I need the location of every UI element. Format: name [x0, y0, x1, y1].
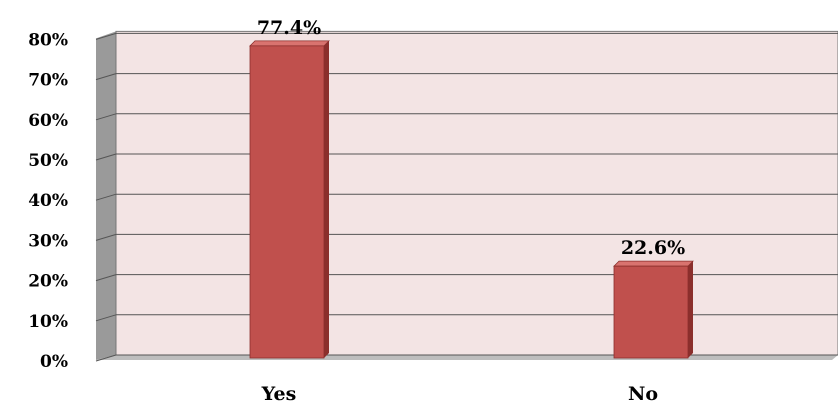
data-label: 22.6% — [621, 237, 685, 259]
gridline-side — [95, 314, 117, 322]
y-tick-label: 10% — [28, 312, 68, 332]
gridline-side — [95, 354, 117, 362]
gridline-side — [95, 153, 117, 161]
bar-no — [613, 260, 694, 359]
y-tick-label: 30% — [28, 231, 68, 251]
bar-front-face — [613, 265, 689, 359]
y-tick-label: 50% — [28, 151, 68, 171]
chart-walls — [96, 30, 838, 361]
gridline-side — [95, 274, 117, 282]
bar-side-face — [688, 261, 693, 358]
bar-top-face — [613, 260, 694, 267]
bars — [249, 40, 694, 359]
y-tick-label: 40% — [28, 191, 68, 211]
gridline-side — [95, 73, 117, 81]
y-tick-label: 80% — [28, 30, 68, 50]
y-tick-label: 70% — [28, 71, 68, 91]
y-tick-label: 60% — [28, 111, 68, 131]
x-category-label: Yes — [261, 383, 297, 405]
bar-top-face — [249, 40, 330, 47]
x-category-label: No — [628, 383, 658, 405]
y-axis-tick-labels: 0% 10% 20% 30% 40% 50% 60% 70% 80% — [28, 30, 68, 372]
x-axis-category-labels: Yes No — [261, 383, 658, 405]
chart-floor — [96, 355, 838, 360]
gridlines — [95, 32, 838, 362]
chart-back-wall — [115, 30, 838, 356]
data-label: 77.4% — [257, 17, 321, 39]
gridline-side — [95, 32, 117, 40]
bar-side-face — [324, 40, 329, 359]
bar-yes — [249, 40, 330, 359]
y-tick-label: 0% — [40, 352, 68, 372]
data-labels: 77.4% 22.6% — [257, 17, 685, 259]
gridline-side — [95, 193, 117, 201]
gridline-side — [95, 233, 117, 241]
y-tick-label: 20% — [28, 272, 68, 292]
chart-side-wall — [96, 31, 116, 361]
bar-front-face — [249, 45, 325, 359]
gridline-side — [95, 113, 117, 121]
